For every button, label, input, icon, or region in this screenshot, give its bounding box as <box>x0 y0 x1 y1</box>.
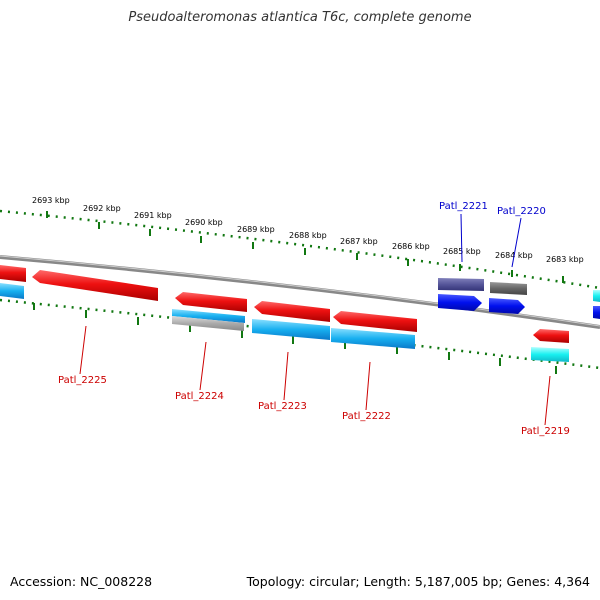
scale-label: 2687 kbp <box>340 237 378 246</box>
genome-backbone-highlight <box>0 255 600 327</box>
gene-arrow <box>489 298 525 314</box>
gene-arrow <box>593 290 600 302</box>
map-title: Pseudoalteromonas atlantica T6c, complet… <box>128 10 472 25</box>
label-leaders <box>79 213 551 426</box>
gene-arrow <box>252 319 330 340</box>
gene-arrow <box>438 278 484 291</box>
gene-label-patl2219: Patl_2219 <box>521 426 570 437</box>
gene-label-patl2225: Patl_2225 <box>58 375 107 386</box>
scale-label: 2693 kbp <box>32 196 70 205</box>
gene-arrow <box>32 270 158 301</box>
gene-arrow <box>172 309 245 323</box>
gene-arrow <box>531 347 569 362</box>
scale-label: 2690 kbp <box>185 218 223 227</box>
scale-label: 2686 kbp <box>392 242 430 251</box>
gene-arrow <box>490 282 527 295</box>
accession-text: Accession: NC_008228 <box>10 574 153 589</box>
gene-label-patl2222: Patl_2222 <box>342 411 391 422</box>
gene-arrow <box>331 328 415 349</box>
reverse-genes <box>0 265 569 362</box>
gene-arrow <box>593 306 600 319</box>
scale-label: 2683 kbp <box>546 255 584 264</box>
scale-label: 2692 kbp <box>83 204 121 213</box>
gene-labels: Patl_2225 Patl_2224 Patl_2223 Patl_2222 … <box>58 201 570 437</box>
gene-arrow <box>438 294 482 311</box>
gene-label-patl2224: Patl_2224 <box>175 391 224 402</box>
gene-label-patl2223: Patl_2223 <box>258 401 307 412</box>
gene-arrow <box>172 316 244 331</box>
genome-backbone <box>0 255 600 329</box>
outer-scale-ruler <box>0 209 600 290</box>
scale-label: 2691 kbp <box>134 211 172 220</box>
scale-label: 2689 kbp <box>237 225 275 234</box>
gene-label-patl2220: Patl_2220 <box>497 206 546 217</box>
gene-arrow <box>0 265 26 282</box>
gene-arrow <box>254 301 330 322</box>
genome-summary: Topology: circular; Length: 5,187,005 bp… <box>246 574 590 589</box>
gene-arrow <box>533 329 569 343</box>
gene-label-patl2221: Patl_2221 <box>439 201 488 212</box>
outer-scale-ticks <box>46 211 564 283</box>
gene-arrow <box>175 292 247 312</box>
forward-genes <box>438 278 600 319</box>
gene-arrow <box>333 311 417 332</box>
scale-label: 2688 kbp <box>289 231 327 240</box>
gene-arrow <box>0 283 24 299</box>
